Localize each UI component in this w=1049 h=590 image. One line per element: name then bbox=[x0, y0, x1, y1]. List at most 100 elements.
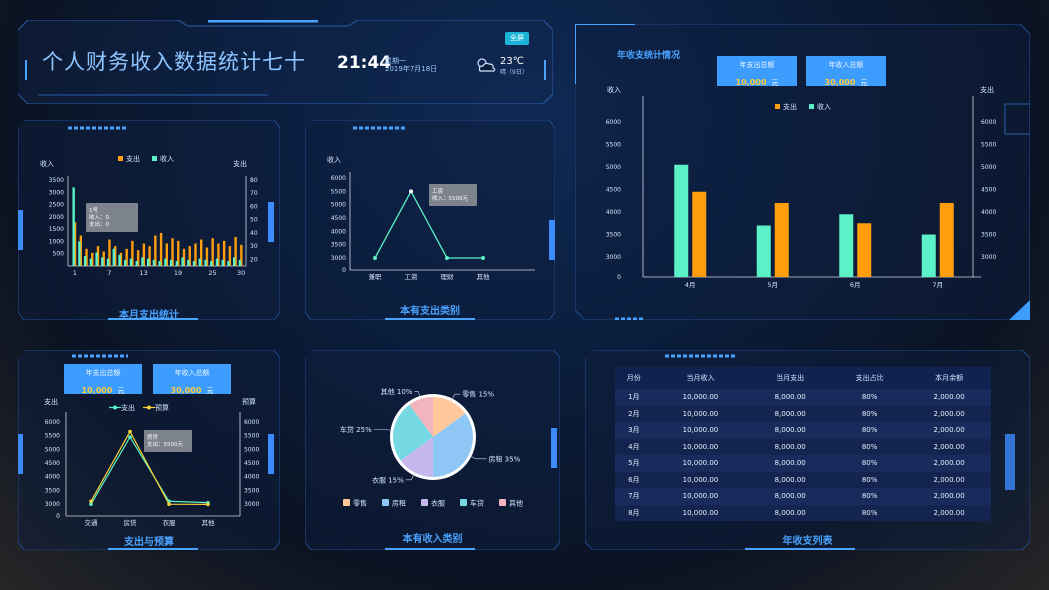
annual-income-total-value: 30,000 bbox=[824, 78, 856, 87]
y-tick-label: 6000 bbox=[331, 175, 346, 182]
budget-expense-total-unit: 元 bbox=[117, 387, 125, 395]
x-tick-label: 房贷 bbox=[124, 518, 138, 527]
annual-income-total-label: 年收入总额 bbox=[828, 61, 864, 69]
y-tick-label: 5500 bbox=[981, 142, 996, 149]
y-axis-label: 收入 bbox=[40, 159, 54, 168]
income-bar bbox=[756, 225, 771, 277]
income-bar bbox=[204, 259, 207, 266]
pie-slice bbox=[433, 413, 473, 477]
table-row[interactable]: 6月 10,000.00 8,000.00 80% 2,000.00 bbox=[615, 471, 991, 488]
weekday-label: 星期一 bbox=[385, 57, 406, 65]
y-tick-label: 5000 bbox=[606, 164, 621, 171]
pie-label: 房租 35% bbox=[488, 454, 520, 463]
legend-swatch bbox=[421, 499, 428, 506]
pie-slice bbox=[400, 437, 433, 477]
table-cell: 2,000.00 bbox=[907, 504, 991, 521]
income-bar bbox=[112, 248, 115, 266]
income-bar bbox=[215, 258, 219, 266]
y-tick-label: 0 bbox=[56, 513, 60, 520]
expense-bar bbox=[857, 223, 872, 277]
expense-bar bbox=[114, 246, 117, 266]
table-cell: 4月 bbox=[615, 438, 653, 455]
y-axis-label: 收入 bbox=[327, 155, 341, 164]
y-tick-label: 2500 bbox=[49, 202, 64, 209]
x-tick-label: 6月 bbox=[850, 281, 861, 289]
table-header-row: 月份 当月收入 当月支出 支出占比 本月余额 bbox=[615, 367, 991, 389]
legend-label: 车贷 bbox=[470, 499, 484, 508]
x-tick-label: 理财 bbox=[441, 272, 455, 281]
table-cell: 80% bbox=[832, 405, 908, 422]
tooltip-text: 1号 bbox=[89, 207, 98, 214]
income-bar bbox=[158, 261, 161, 266]
y-tick-label: 4000 bbox=[981, 209, 996, 216]
y-axis-label: 支出 bbox=[233, 159, 247, 168]
y-tick-label: 500 bbox=[53, 251, 65, 258]
data-point bbox=[206, 502, 210, 507]
table-cell: 8,000.00 bbox=[748, 438, 833, 455]
y-axis-label: 收入 bbox=[607, 85, 621, 94]
tooltip-text: 收入：5500元 bbox=[432, 194, 468, 202]
table-header: 支出占比 bbox=[832, 367, 908, 389]
table-cell: 8,000.00 bbox=[748, 405, 833, 422]
income-bar bbox=[175, 261, 179, 266]
pie-leader bbox=[414, 391, 421, 400]
data-point bbox=[445, 256, 449, 260]
clock-time: 21:44 bbox=[337, 53, 392, 73]
legend-label: 支出 bbox=[783, 102, 797, 111]
annual-expense-total: 年支出总额 10,000 元 bbox=[717, 56, 797, 87]
table-cell: 8,000.00 bbox=[748, 389, 833, 406]
table-cell: 2,000.00 bbox=[907, 455, 991, 472]
income-bar bbox=[152, 259, 156, 266]
fullscreen-button[interactable]: 全屏 bbox=[505, 32, 529, 45]
table-row[interactable]: 7月 10,000.00 8,000.00 80% 2,000.00 bbox=[615, 488, 991, 505]
tooltip-text: 收入：0 bbox=[89, 213, 110, 221]
annual-table: 月份 当月收入 当月支出 支出占比 本月余额 1月 10,000.00 8,000.… bbox=[615, 367, 991, 521]
legend-label: 房租 bbox=[392, 499, 406, 508]
income-bar bbox=[72, 187, 75, 266]
pie-label: 零售 15% bbox=[462, 390, 494, 399]
income-bar bbox=[106, 258, 110, 266]
expense-bar bbox=[108, 239, 111, 266]
table-cell: 80% bbox=[832, 389, 908, 406]
y-tick-label: 20 bbox=[250, 256, 258, 263]
monthly-title: 本月支出统计 bbox=[119, 310, 179, 321]
data-point bbox=[89, 499, 93, 504]
legend-marker bbox=[147, 405, 151, 410]
table-row[interactable]: 4月 10,000.00 8,000.00 80% 2,000.00 bbox=[615, 438, 991, 455]
y-tick-label: 0 bbox=[342, 267, 346, 274]
expense-bar bbox=[165, 243, 168, 266]
x-tick-label: 7 bbox=[107, 269, 111, 277]
table-row[interactable]: 5月 10,000.00 8,000.00 80% 2,000.00 bbox=[615, 455, 991, 472]
table-cell: 2,000.00 bbox=[907, 422, 991, 439]
income-bar bbox=[83, 256, 87, 266]
y-axis-label: 支出 bbox=[44, 397, 58, 406]
expense-bar bbox=[171, 238, 174, 266]
expense-bar bbox=[136, 250, 140, 266]
table-row[interactable]: 3月 10,000.00 8,000.00 80% 2,000.00 bbox=[615, 422, 991, 439]
income-bar bbox=[95, 252, 98, 266]
legend-swatch bbox=[382, 499, 389, 506]
table-row[interactable]: 1月 10,000.00 8,000.00 80% 2,000.00 bbox=[615, 389, 991, 406]
budget-expense-total: 年支出总额 10,000 元 bbox=[64, 364, 142, 395]
legend-swatch bbox=[152, 156, 157, 161]
expense-bar bbox=[125, 248, 128, 266]
table-row[interactable]: 2月 10,000.00 8,000.00 80% 2,000.00 bbox=[615, 405, 991, 422]
expense-bar bbox=[131, 240, 134, 266]
budget-income-total: 年收入总额 30,000 元 bbox=[153, 364, 231, 395]
annual-expense-total-label: 年支出总额 bbox=[739, 61, 775, 69]
table-row[interactable]: 8月 10,000.00 8,000.00 80% 2,000.00 bbox=[615, 504, 991, 521]
tooltip-text: 支出：0 bbox=[89, 220, 110, 228]
legend-swatch bbox=[118, 156, 123, 161]
y-tick-label: 3500 bbox=[981, 232, 996, 239]
legend-label: 支出 bbox=[126, 154, 140, 163]
income-bar bbox=[89, 258, 93, 266]
income-bar bbox=[169, 259, 173, 266]
legend-label: 零售 bbox=[353, 499, 367, 508]
temperature: 23℃ bbox=[500, 56, 524, 67]
tooltip-box bbox=[144, 430, 192, 452]
income-bar bbox=[101, 257, 104, 266]
table-cell: 10,000.00 bbox=[652, 389, 749, 406]
